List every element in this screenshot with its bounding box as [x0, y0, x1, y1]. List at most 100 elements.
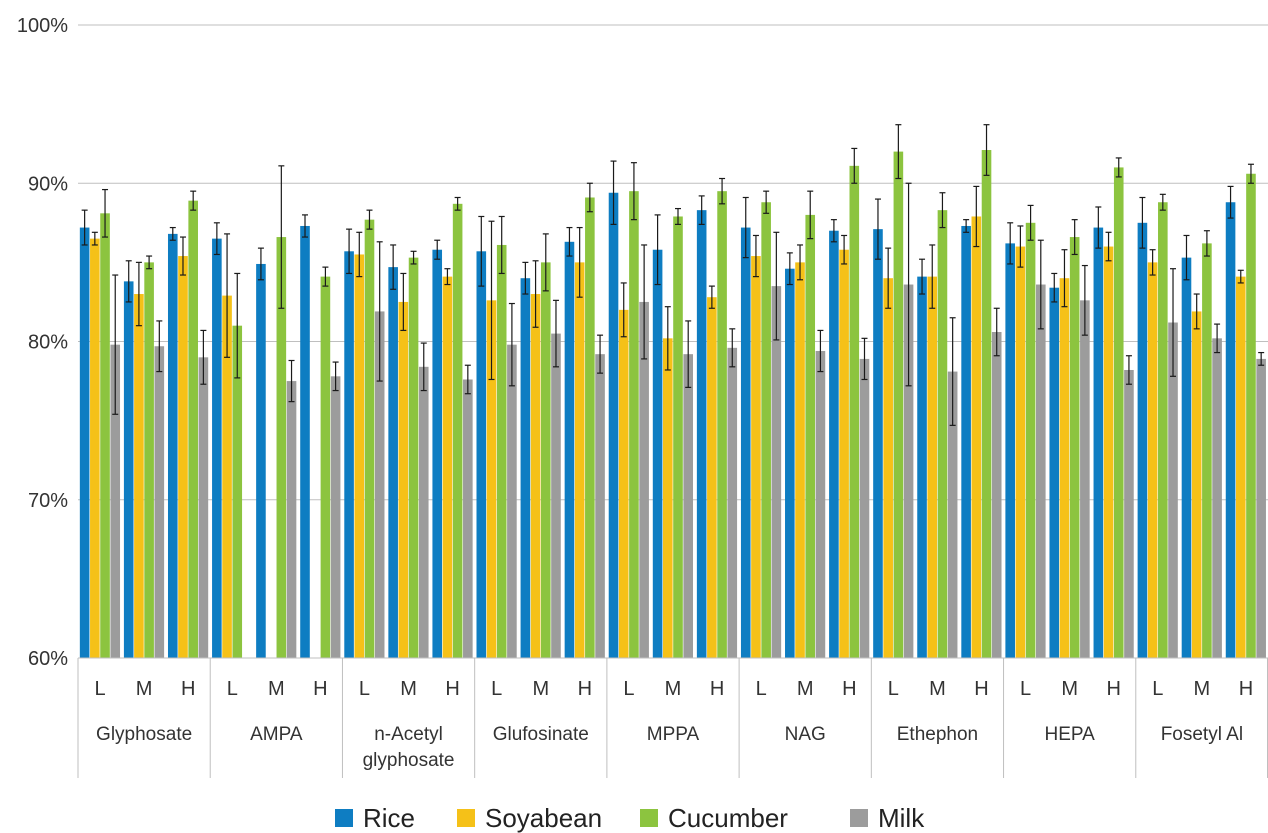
bar-milk: [683, 354, 693, 658]
x-category-label: M: [665, 678, 682, 700]
x-category-label: H: [842, 678, 856, 700]
x-category-label: M: [797, 678, 814, 700]
bar-milk: [1212, 338, 1222, 658]
x-group-label: Fosetyl Al: [1161, 724, 1243, 745]
bar-rice: [608, 192, 619, 658]
x-category-label: L: [1152, 678, 1163, 700]
bar-soyabean: [618, 309, 629, 658]
x-group-label: Ethephon: [897, 724, 978, 745]
x-category-label: M: [1194, 678, 1211, 700]
bar-soyabean: [134, 294, 144, 658]
bar-cucumber: [232, 325, 243, 658]
bar-soyabean: [1235, 276, 1246, 658]
bar-soyabean: [839, 249, 849, 658]
bar-soyabean: [442, 276, 453, 658]
x-category-label: L: [1020, 678, 1031, 700]
bar-cucumber: [761, 202, 771, 659]
x-group-label: AMPA: [250, 724, 303, 745]
x-group-label: n-Acetyl: [374, 724, 443, 745]
bar-milk: [286, 381, 297, 658]
x-category-label: L: [227, 678, 238, 700]
bar-milk: [374, 311, 385, 658]
bar-milk: [727, 347, 738, 658]
bar-milk: [1080, 300, 1090, 658]
bar-milk: [418, 366, 429, 658]
x-category-label: M: [400, 678, 417, 700]
bar-rice: [873, 229, 883, 658]
bar-cucumber: [100, 213, 110, 658]
x-category-label: M: [268, 678, 285, 700]
bar-cucumber: [496, 244, 507, 658]
bar-soyabean: [883, 278, 893, 658]
legend-label-soyabean: Soyabean: [485, 803, 602, 833]
bar-cucumber: [629, 191, 639, 658]
bar-cucumber: [540, 262, 551, 658]
bar-cucumber: [188, 200, 198, 658]
bar-milk: [1256, 358, 1266, 658]
bar-soyabean: [90, 238, 100, 658]
x-category-label: H: [974, 678, 988, 700]
bar-soyabean: [751, 256, 761, 658]
bar-soyabean: [1191, 311, 1202, 658]
bar-rice: [212, 238, 222, 658]
bar-rice: [256, 263, 266, 658]
bar-rice: [79, 227, 90, 658]
x-category-label: L: [94, 678, 105, 700]
x-category-label: L: [888, 678, 899, 700]
bar-rice: [167, 233, 178, 658]
bar-soyabean: [663, 338, 673, 658]
bar-milk: [815, 350, 826, 658]
bar-soyabean: [1015, 246, 1026, 659]
legend-swatch-soyabean: [457, 809, 475, 827]
x-category-label: H: [445, 678, 459, 700]
x-category-label: M: [929, 678, 946, 700]
bar-soyabean: [795, 262, 805, 658]
bar-cucumber: [1246, 173, 1256, 658]
bar-rice: [344, 251, 354, 659]
bar-soyabean: [1103, 246, 1114, 659]
bar-soyabean: [530, 294, 541, 658]
bar-rice: [1181, 257, 1192, 658]
bar-milk: [903, 284, 914, 658]
bar-soyabean: [178, 256, 188, 658]
legend-label-milk: Milk: [878, 803, 925, 833]
bar-rice: [432, 249, 443, 658]
x-category-label: M: [1061, 678, 1078, 700]
legend-label-cucumber: Cucumber: [668, 803, 788, 833]
bar-milk: [330, 376, 341, 658]
bar-soyabean: [574, 262, 585, 658]
bar-milk: [110, 344, 121, 658]
bar-rice: [652, 249, 663, 658]
x-category-label: H: [578, 678, 592, 700]
x-category-label: M: [532, 678, 549, 700]
legend-swatch-rice: [335, 809, 353, 827]
bar-rice: [740, 227, 751, 658]
y-tick-label: 80%: [28, 332, 68, 354]
bar-cucumber: [276, 237, 287, 658]
x-category-label: H: [181, 678, 195, 700]
bar-rice: [917, 276, 927, 658]
bar-soyabean: [1147, 262, 1158, 658]
bar-rice: [1137, 222, 1148, 658]
bar-rice: [1049, 287, 1060, 658]
bar-milk: [771, 286, 782, 658]
x-group-label: NAG: [785, 724, 826, 745]
bar-cucumber: [937, 210, 948, 658]
x-group-label: MPPA: [647, 724, 700, 745]
bar-milk: [595, 354, 605, 658]
bar-cucumber: [320, 276, 331, 658]
bar-rice: [476, 251, 487, 659]
bar-milk: [551, 333, 561, 658]
bar-cucumber: [408, 257, 419, 658]
bar-rice: [564, 241, 575, 659]
bar-milk: [154, 346, 165, 658]
bar-cucumber: [1025, 222, 1036, 658]
bar-rice: [829, 230, 839, 658]
bar-soyabean: [971, 216, 982, 659]
bar-milk: [859, 358, 870, 658]
bar-rice: [1225, 202, 1236, 659]
legend: Rice Soyabean Cucumber Milk: [335, 803, 925, 833]
x-category-label: L: [623, 678, 634, 700]
bar-cucumber: [1069, 237, 1080, 658]
bar-soyabean: [1059, 278, 1070, 658]
